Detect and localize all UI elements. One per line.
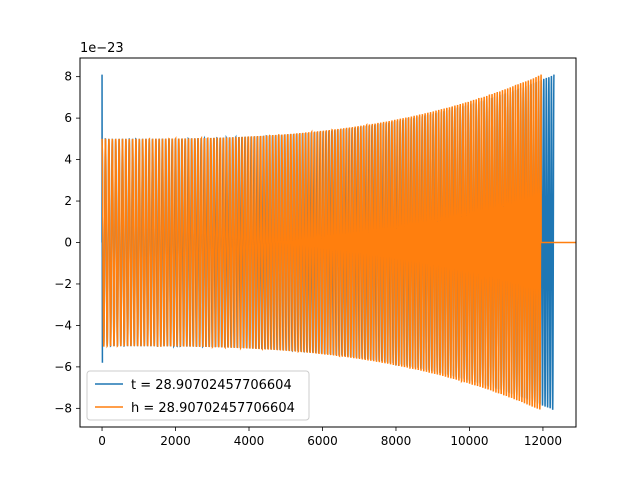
legend-label-t: t = 28.90702457706604 bbox=[131, 378, 292, 393]
y-tick-label: −4 bbox=[54, 318, 72, 332]
legend-box bbox=[86, 370, 310, 421]
x-tick-label: 12000 bbox=[524, 434, 562, 448]
y-tick-label: 4 bbox=[64, 153, 72, 167]
x-tick-label: 4000 bbox=[234, 434, 265, 448]
series-line-1 bbox=[101, 74, 576, 410]
legend-label-h: h = 28.90702457706604 bbox=[131, 401, 295, 416]
legend: t = 28.90702457706604 h = 28.90702457706… bbox=[86, 370, 310, 421]
y-tick-label: 6 bbox=[64, 111, 72, 125]
x-axis: 0 2000 4000 6000 8000 10000 12000 bbox=[98, 427, 562, 448]
y-tick-label: −2 bbox=[54, 277, 72, 291]
y-scale-label: 1e−23 bbox=[80, 41, 124, 56]
y-tick-label: 0 bbox=[64, 236, 72, 250]
y-tick-label: 2 bbox=[64, 194, 72, 208]
y-tick-label: −8 bbox=[54, 401, 72, 415]
y-axis: −8 −6 −4 −2 0 2 4 6 8 bbox=[54, 70, 80, 415]
y-tick-label: 8 bbox=[64, 70, 72, 84]
x-tick-label: 8000 bbox=[381, 434, 412, 448]
series-layer bbox=[101, 74, 576, 410]
y-tick-label: −6 bbox=[54, 360, 72, 374]
x-tick-label: 6000 bbox=[307, 434, 338, 448]
x-tick-label: 2000 bbox=[160, 434, 191, 448]
x-tick-label: 10000 bbox=[450, 434, 488, 448]
x-tick-label: 0 bbox=[98, 434, 106, 448]
plot-area bbox=[101, 74, 576, 410]
